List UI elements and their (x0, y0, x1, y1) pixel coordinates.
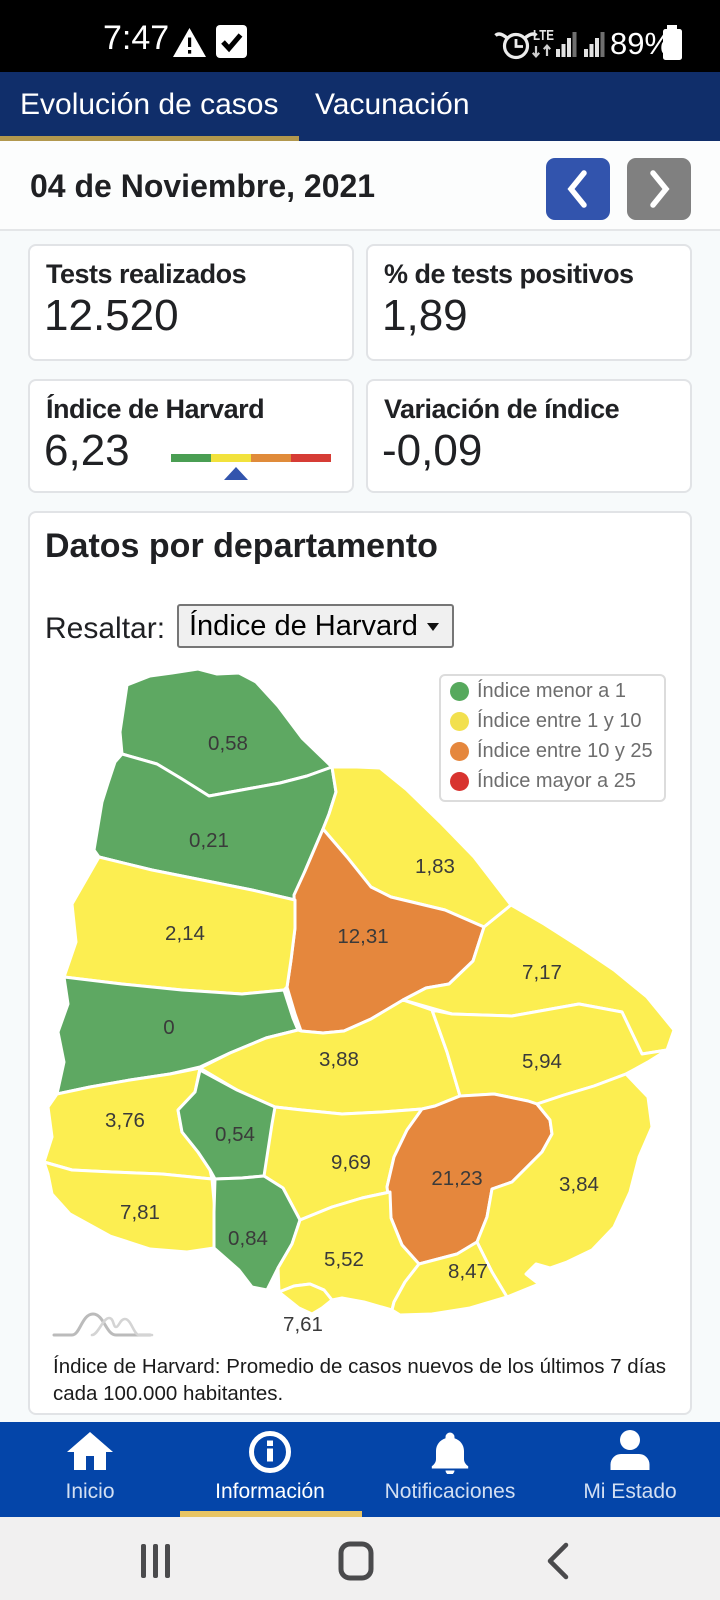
svg-text:2,14: 2,14 (165, 922, 205, 945)
svg-text:3,84: 3,84 (559, 1173, 599, 1196)
svg-text:12,31: 12,31 (337, 925, 388, 948)
svg-text:3,76: 3,76 (105, 1109, 145, 1132)
svg-text:8,47: 8,47 (448, 1260, 488, 1283)
svg-text:0,54: 0,54 (215, 1123, 255, 1146)
svg-text:9,69: 9,69 (331, 1151, 371, 1174)
svg-text:LTE: LTE (533, 27, 554, 44)
svg-text:7,81: 7,81 (120, 1201, 160, 1224)
svg-text:0,84: 0,84 (228, 1227, 268, 1250)
svg-text:0: 0 (163, 1016, 174, 1039)
svg-text:7,17: 7,17 (522, 961, 562, 984)
svg-text:21,23: 21,23 (431, 1167, 482, 1190)
svg-text:0,21: 0,21 (189, 829, 229, 852)
svg-text:1,83: 1,83 (415, 855, 455, 878)
svg-text:5,94: 5,94 (522, 1050, 562, 1073)
svg-text:89%: 89% (610, 26, 672, 61)
svg-text:7,61: 7,61 (283, 1313, 323, 1336)
svg-text:0,58: 0,58 (208, 732, 248, 755)
svg-text:3,88: 3,88 (319, 1048, 359, 1071)
svg-text:5,52: 5,52 (324, 1248, 364, 1271)
